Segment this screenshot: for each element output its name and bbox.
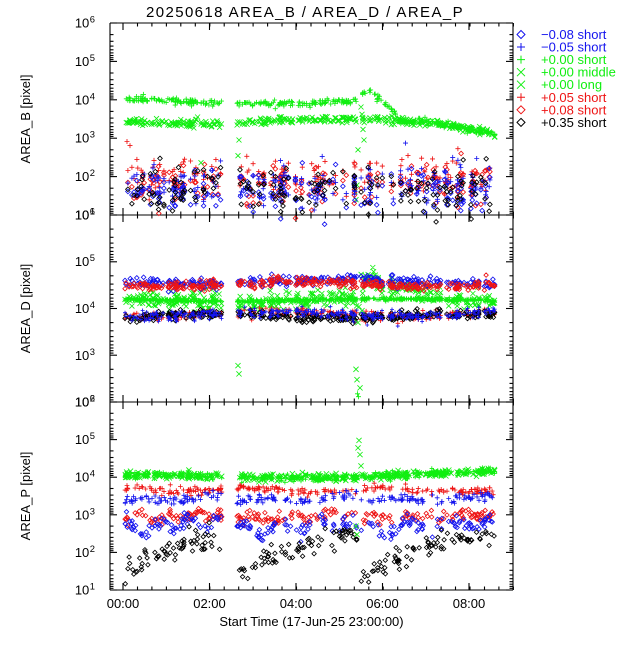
svg-text:06:00: 06:00 <box>366 596 399 611</box>
svg-text:04:00: 04:00 <box>280 596 313 611</box>
svg-text:20250618 AREA_B / AREA_D / ARE: 20250618 AREA_B / AREA_D / AREA_P <box>146 4 464 21</box>
svg-text:08:00: 08:00 <box>453 596 486 611</box>
svg-text:AREA_D [pixel]: AREA_D [pixel] <box>18 264 33 354</box>
svg-text:02:00: 02:00 <box>193 596 226 611</box>
svg-text:+0.35 short: +0.35 short <box>541 115 607 130</box>
svg-text:AREA_P [pixel]: AREA_P [pixel] <box>18 452 33 541</box>
svg-text:00:00: 00:00 <box>107 596 140 611</box>
svg-text:AREA_B [pixel]: AREA_B [pixel] <box>18 75 33 164</box>
svg-text:Start Time (17-Jun-25 23:00:00: Start Time (17-Jun-25 23:00:00) <box>219 614 403 629</box>
